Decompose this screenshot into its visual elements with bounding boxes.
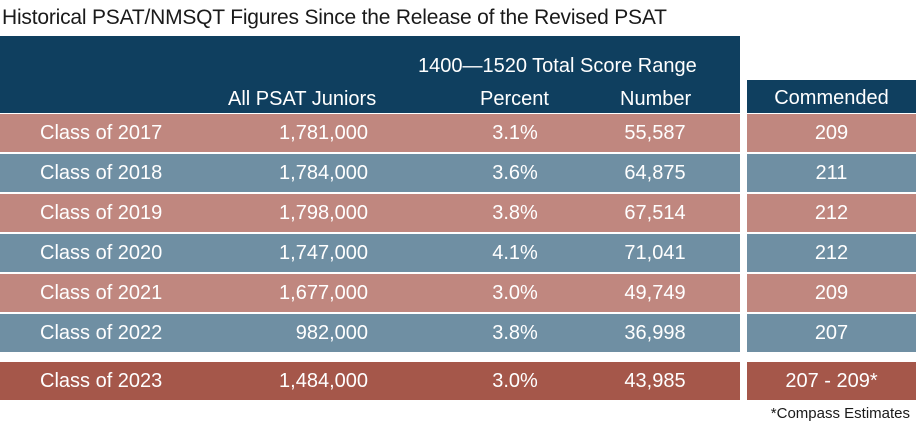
percent-value: 3.0% — [492, 370, 538, 392]
percent-value: 3.0% — [492, 282, 538, 304]
score-range-group-label: 1400—1520 Total Score Range — [418, 55, 697, 77]
percent-value: 3.8% — [492, 322, 538, 344]
commended-value: 209 — [814, 282, 849, 304]
header-commended: Commended — [774, 87, 889, 109]
table-row: Class of 2022 982,000 3.8% 36,998 207 — [0, 314, 916, 352]
row-background — [0, 154, 740, 192]
all-juniors-value: 982,000 — [295, 322, 368, 344]
table-header: 1400—1520 Total Score Range All PSAT Jun… — [0, 36, 740, 113]
number-value: 55,587 — [624, 122, 686, 144]
class-label: Class of 2020 — [40, 242, 163, 264]
table-row: Class of 2020 1,747,000 4.1% 71,041 212 — [0, 234, 916, 272]
all-juniors-value: 1,677,000 — [279, 282, 368, 304]
commended-value: 207 — [814, 322, 849, 344]
class-label: Class of 2022 — [40, 322, 163, 344]
number-value: 36,998 — [624, 322, 686, 344]
row-background — [0, 274, 740, 312]
header-all-psat-juniors: All PSAT Juniors — [228, 88, 377, 110]
number-value: 67,514 — [624, 202, 686, 224]
row-background — [0, 194, 740, 232]
row-background — [0, 362, 740, 400]
commended-value: 212 — [814, 202, 849, 224]
commended-value: 211 — [815, 162, 848, 184]
all-juniors-value: 1,798,000 — [279, 202, 368, 224]
commended-cell-background — [747, 314, 916, 352]
table-row: Class of 2023 1,484,000 3.0% 43,985 207 - 20… — [0, 362, 916, 400]
row-background — [0, 114, 740, 152]
commended-value: 209 — [814, 122, 849, 144]
footnote: *Compass Estimates — [770, 405, 910, 422]
percent-value: 3.6% — [492, 162, 538, 184]
header-number: Number — [620, 88, 692, 110]
class-label: Class of 2017 — [40, 122, 163, 144]
class-label: Class of 2021 — [40, 282, 163, 304]
class-label: Class of 2018 — [40, 162, 163, 184]
commended-value: 207 - 209* — [785, 370, 878, 392]
commended-header: Commended — [747, 80, 916, 113]
all-juniors-value: 1,747,000 — [279, 242, 368, 264]
row-background — [0, 314, 740, 352]
percent-value: 4.1% — [492, 242, 538, 264]
commended-cell-background — [747, 194, 916, 232]
all-juniors-value: 1,784,000 — [279, 162, 368, 184]
table-row: Class of 2021 1,677,000 3.0% 49,749 209 — [0, 274, 916, 312]
number-value: 49,749 — [624, 282, 686, 304]
percent-value: 3.8% — [492, 202, 538, 224]
number-value: 71,041 — [624, 242, 686, 264]
table-row: Class of 2019 1,798,000 3.8% 67,514 212 — [0, 194, 916, 232]
class-label: Class of 2019 — [40, 202, 163, 224]
commended-value: 212 — [814, 242, 849, 264]
table-row: Class of 2017 1,781,000 3.1% 55,587 209 — [0, 114, 916, 152]
class-label: Class of 2023 — [40, 370, 163, 392]
commended-cell-background — [747, 362, 916, 400]
commended-cell-background — [747, 234, 916, 272]
header-percent: Percent — [480, 88, 549, 110]
all-juniors-value: 1,781,000 — [279, 122, 368, 144]
commended-cell-background — [747, 274, 916, 312]
number-value: 43,985 — [624, 370, 686, 392]
number-value: 64,875 — [624, 162, 686, 184]
table-row: Class of 2018 1,784,000 3.6% 64,875 211 — [0, 154, 916, 192]
row-background — [0, 234, 740, 272]
commended-cell-background — [747, 114, 916, 152]
commended-cell-background — [747, 154, 916, 192]
all-juniors-value: 1,484,000 — [279, 370, 368, 392]
table-title: Historical PSAT/NMSQT Figures Since the … — [2, 6, 667, 29]
percent-value: 3.1% — [492, 122, 538, 144]
